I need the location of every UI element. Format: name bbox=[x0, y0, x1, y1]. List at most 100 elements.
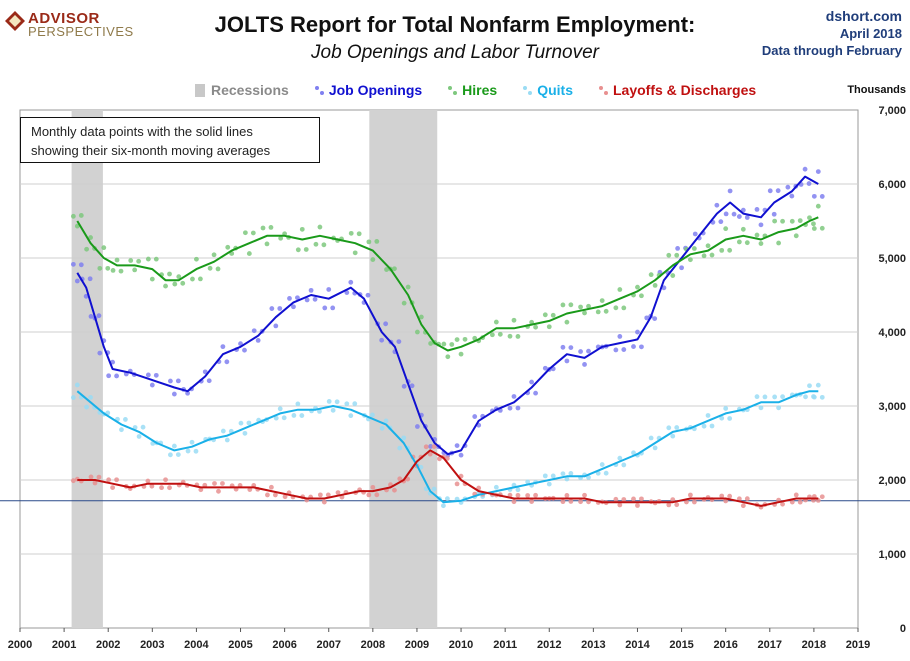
data-point bbox=[149, 483, 155, 489]
data-point bbox=[744, 496, 750, 502]
data-point bbox=[414, 329, 420, 335]
data-point bbox=[206, 378, 212, 384]
data-point bbox=[578, 499, 583, 505]
data-point bbox=[533, 390, 538, 396]
legend-quits: Quits bbox=[523, 82, 573, 98]
x-tick-label: 2003 bbox=[140, 639, 164, 651]
data-point bbox=[546, 324, 552, 330]
legend-label: Job Openings bbox=[328, 82, 423, 98]
data-point bbox=[670, 273, 676, 278]
data-point bbox=[428, 444, 434, 449]
data-point bbox=[70, 261, 76, 267]
chart-subtitle: Job Openings and Labor Turnover bbox=[311, 42, 599, 63]
data-point bbox=[811, 193, 817, 199]
y-tick-label: 1,000 bbox=[878, 549, 906, 561]
data-point bbox=[84, 246, 89, 252]
data-point bbox=[418, 314, 424, 320]
data-point bbox=[96, 474, 102, 480]
units-label: Thousands bbox=[847, 84, 906, 96]
data-point bbox=[613, 347, 619, 353]
data-point bbox=[384, 267, 389, 272]
data-point bbox=[167, 378, 173, 384]
data-point bbox=[401, 435, 407, 441]
data-point bbox=[648, 435, 654, 441]
data-point bbox=[220, 428, 226, 434]
data-point bbox=[295, 401, 301, 407]
data-point bbox=[815, 203, 821, 209]
data-point bbox=[401, 300, 407, 306]
x-tick-label: 2017 bbox=[758, 639, 782, 651]
data-point bbox=[803, 394, 808, 400]
data-point bbox=[780, 394, 785, 400]
data-point bbox=[193, 448, 199, 454]
data-point bbox=[401, 383, 407, 389]
x-tick-label: 2015 bbox=[669, 639, 693, 651]
data-point bbox=[701, 253, 707, 259]
data-point bbox=[303, 247, 309, 252]
data-point bbox=[418, 464, 424, 470]
data-point bbox=[515, 334, 521, 339]
data-point bbox=[74, 382, 80, 388]
data-point bbox=[282, 494, 288, 500]
data-point bbox=[815, 382, 821, 388]
data-point bbox=[449, 342, 455, 347]
data-point bbox=[414, 424, 420, 429]
data-point bbox=[175, 378, 181, 384]
data-point bbox=[621, 347, 627, 352]
chart-legend: Recessions Job Openings Hires Quits Layo… bbox=[195, 80, 782, 100]
data-point bbox=[525, 493, 531, 498]
data-point bbox=[674, 425, 680, 430]
series-line bbox=[76, 175, 819, 456]
data-point bbox=[224, 359, 230, 365]
data-point bbox=[431, 486, 437, 492]
data-point bbox=[458, 452, 464, 458]
data-point bbox=[110, 485, 116, 491]
data-point bbox=[428, 341, 434, 346]
data-point bbox=[797, 218, 803, 224]
data-point bbox=[128, 258, 134, 263]
legend-label: Layoffs & Discharges bbox=[612, 82, 757, 98]
data-point bbox=[330, 305, 336, 311]
data-point bbox=[807, 383, 812, 389]
data-point bbox=[533, 492, 538, 498]
data-point bbox=[719, 247, 725, 253]
recession-band bbox=[71, 110, 103, 628]
data-point bbox=[379, 337, 385, 343]
data-point bbox=[811, 221, 816, 227]
data-point bbox=[515, 405, 521, 411]
data-point bbox=[326, 287, 332, 292]
data-point bbox=[564, 493, 570, 498]
data-point bbox=[348, 230, 354, 236]
data-point bbox=[114, 477, 119, 483]
data-point bbox=[268, 224, 274, 230]
data-point bbox=[392, 266, 397, 272]
series-line bbox=[76, 216, 819, 352]
data-point bbox=[529, 379, 535, 385]
data-point bbox=[670, 497, 676, 503]
meta-block: dshort.com April 2018 Data through Febru… bbox=[762, 8, 902, 59]
data-point bbox=[507, 333, 513, 339]
data-point bbox=[550, 473, 556, 479]
plot-area bbox=[19, 109, 859, 629]
data-point bbox=[621, 497, 627, 502]
data-point bbox=[312, 296, 318, 302]
x-tick-label: 2002 bbox=[96, 639, 120, 651]
data-point bbox=[321, 499, 327, 505]
data-point bbox=[691, 499, 697, 505]
data-point bbox=[542, 365, 548, 371]
data-point bbox=[603, 308, 609, 314]
data-point bbox=[207, 265, 213, 271]
data-point bbox=[819, 394, 825, 400]
data-point bbox=[185, 390, 191, 396]
data-point bbox=[383, 418, 389, 424]
data-point bbox=[87, 276, 93, 282]
data-point bbox=[780, 218, 785, 224]
data-point bbox=[215, 266, 221, 272]
data-point bbox=[352, 401, 358, 407]
data-point bbox=[97, 265, 103, 271]
data-point bbox=[374, 492, 380, 498]
data-point bbox=[106, 477, 112, 483]
data-point bbox=[723, 211, 729, 217]
data-point bbox=[727, 188, 733, 194]
